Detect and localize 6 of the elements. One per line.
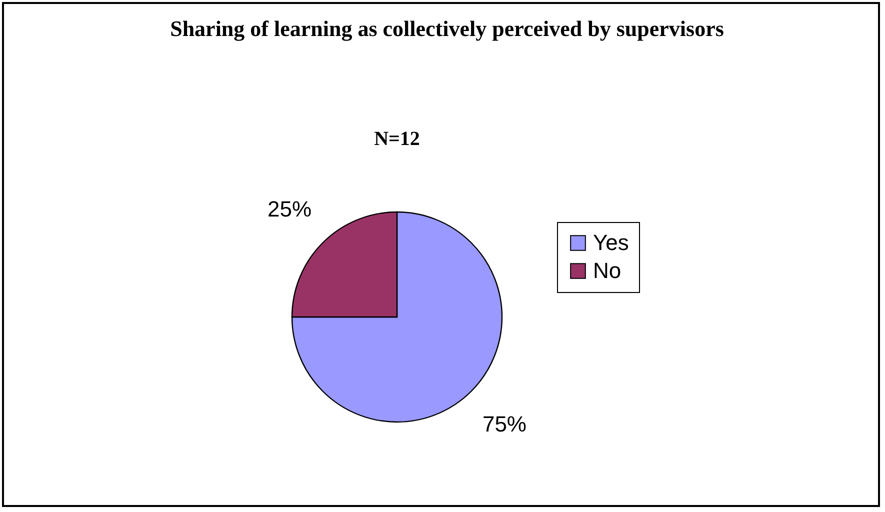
legend-label: Yes — [593, 230, 629, 255]
legend-label: No — [593, 258, 622, 283]
chart-title: Sharing of learning as collectively perceived by supervisors — [170, 16, 724, 41]
data-label: 25% — [267, 196, 312, 222]
chart-subtitle: N=12 — [374, 128, 420, 150]
data-label: 75% — [482, 411, 527, 436]
